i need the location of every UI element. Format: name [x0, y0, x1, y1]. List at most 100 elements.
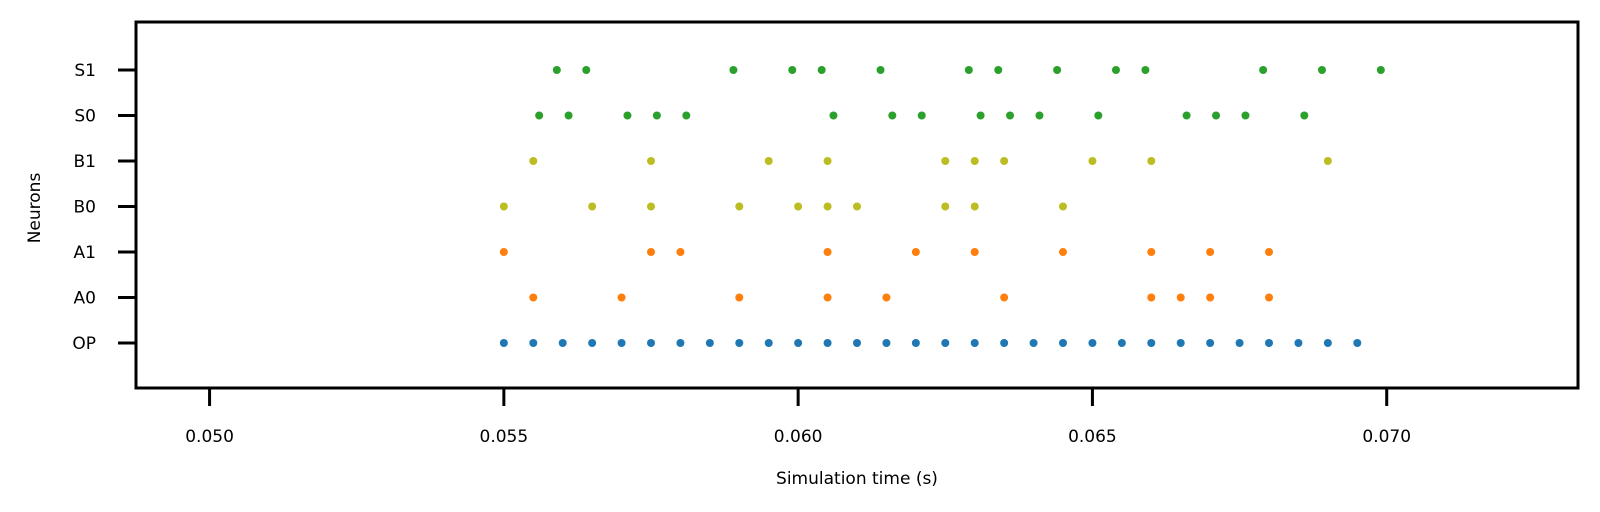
- spike-point-b1: [764, 157, 773, 165]
- spike-point-op: [617, 339, 626, 347]
- y-tick-label: A1: [74, 243, 96, 263]
- spike-point-op: [529, 339, 538, 347]
- spike-point-op: [558, 339, 567, 347]
- spike-point-s0: [623, 111, 632, 120]
- spike-point-b1: [941, 157, 950, 165]
- spike-point-s0: [652, 111, 661, 120]
- spike-point-b1: [647, 157, 655, 165]
- spike-point-op: [853, 339, 861, 347]
- spike-point-a0: [823, 293, 832, 302]
- spike-point-op: [970, 339, 979, 347]
- spike-point-op: [1088, 339, 1097, 347]
- spike-point-s1: [788, 66, 797, 74]
- spike-point-s0: [829, 111, 838, 120]
- spike-point-s0: [535, 111, 544, 120]
- spike-point-op: [794, 339, 803, 347]
- plot-frame: [134, 20, 1580, 390]
- y-tick-label: B1: [74, 152, 96, 172]
- spike-point-op: [1323, 339, 1332, 347]
- x-tick-label: 0.070: [1362, 427, 1411, 447]
- spike-point-s0: [1182, 111, 1191, 120]
- x-tick-label: 0.060: [774, 427, 823, 447]
- spike-point-s1: [1376, 66, 1385, 74]
- spike-point-b1: [1088, 157, 1097, 165]
- spike-point-s1: [1111, 66, 1120, 74]
- spike-point-s1: [1317, 66, 1326, 74]
- x-tick-label: 0.055: [480, 427, 529, 447]
- spike-point-op: [1353, 339, 1362, 347]
- spike-point-a1: [676, 248, 685, 256]
- spike-point-op: [1235, 339, 1244, 347]
- spike-point-b0: [823, 202, 832, 211]
- spike-point-op: [764, 339, 773, 347]
- spike-point-b0: [647, 202, 655, 211]
- spike-point-b0: [853, 202, 861, 211]
- spike-point-a0: [617, 293, 626, 302]
- spike-point-op: [823, 339, 832, 347]
- spike-point-a1: [499, 248, 508, 256]
- spike-point-a0: [1147, 293, 1156, 302]
- spike-point-a1: [647, 248, 655, 256]
- spike-point-op: [735, 339, 744, 347]
- spike-point-b1: [1147, 157, 1156, 165]
- spike-point-s0: [1006, 111, 1015, 120]
- spike-point-b0: [735, 202, 744, 211]
- chart-marks: [499, 66, 1385, 347]
- spike-point-s0: [917, 111, 926, 120]
- spike-point-s0: [1241, 111, 1250, 120]
- spike-point-a0: [882, 293, 891, 302]
- spike-point-b1: [1000, 157, 1009, 165]
- spike-point-s1: [1053, 66, 1062, 74]
- spike-point-a0: [1176, 293, 1185, 302]
- spike-point-op: [1000, 339, 1009, 347]
- spike-point-op: [705, 339, 714, 347]
- spike-point-a1: [1206, 248, 1215, 256]
- spike-point-op: [1147, 339, 1156, 347]
- spike-point-b0: [970, 202, 979, 211]
- spike-point-s0: [1212, 111, 1221, 120]
- spike-point-s1: [817, 66, 826, 74]
- y-tick-label: A0: [74, 289, 96, 309]
- spike-point-a1: [1265, 248, 1273, 256]
- y-tick-label: B0: [74, 198, 96, 218]
- spike-point-op: [1117, 339, 1126, 347]
- spike-point-op: [1294, 339, 1303, 347]
- x-axis-ticks: 0.050 0.055 0.060 0.065 0.070: [185, 388, 1411, 447]
- spike-point-s0: [976, 111, 985, 120]
- spike-point-a1: [911, 248, 920, 256]
- y-tick-label: S1: [74, 61, 96, 81]
- spike-point-op: [499, 339, 508, 347]
- spike-point-s1: [1141, 66, 1150, 74]
- spike-point-s0: [1035, 111, 1044, 120]
- spike-point-a1: [1059, 248, 1067, 256]
- spike-point-b0: [499, 202, 508, 211]
- spike-point-b1: [823, 157, 832, 165]
- y-axis-title: Neurons: [25, 173, 45, 244]
- spike-point-s1: [729, 66, 738, 74]
- spike-point-a0: [529, 293, 538, 302]
- spike-point-b0: [794, 202, 803, 211]
- spike-point-op: [1059, 339, 1067, 347]
- x-tick-label: 0.065: [1068, 427, 1117, 447]
- spike-point-op: [1176, 339, 1185, 347]
- spike-point-b1: [529, 157, 538, 165]
- x-axis-title: Simulation time (s): [776, 469, 938, 489]
- spike-point-s1: [582, 66, 591, 74]
- spike-point-b0: [941, 202, 950, 211]
- spike-point-b1: [970, 157, 979, 165]
- spike-point-op: [1029, 339, 1038, 347]
- spike-point-a1: [970, 248, 979, 256]
- spike-point-op: [941, 339, 950, 347]
- spike-point-a0: [1000, 293, 1009, 302]
- spike-point-a0: [735, 293, 744, 302]
- spike-point-op: [676, 339, 685, 347]
- spike-point-a1: [1147, 248, 1156, 256]
- spike-point-a1: [823, 248, 832, 256]
- spike-point-op: [588, 339, 597, 347]
- spike-point-op: [1206, 339, 1215, 347]
- spike-point-op: [882, 339, 891, 347]
- spike-point-s1: [964, 66, 973, 74]
- spike-point-a0: [1206, 293, 1215, 302]
- y-tick-label: OP: [72, 334, 96, 354]
